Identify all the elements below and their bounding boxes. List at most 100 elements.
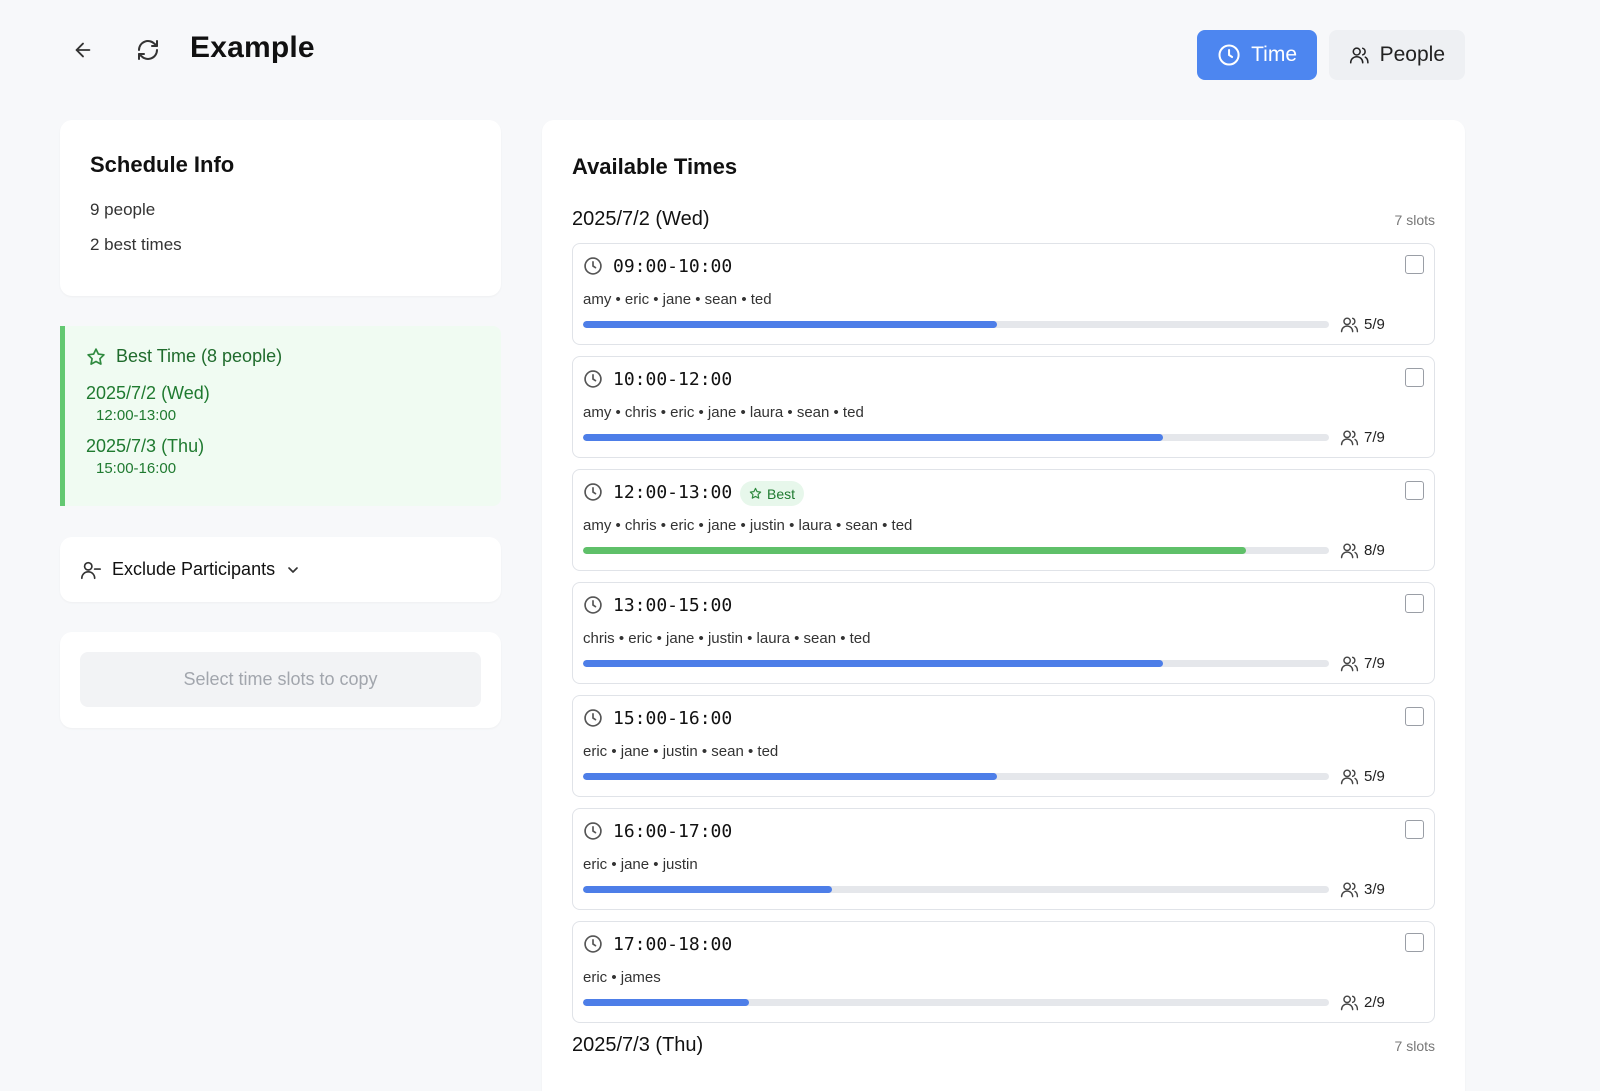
best-times-count: 2 best times [90, 235, 182, 254]
copy-card: Select time slots to copy [60, 632, 501, 728]
best-badge-label: Best [767, 485, 796, 502]
slot-checkbox[interactable] [1405, 707, 1424, 726]
best-time-header: Best Time (8 people) [86, 346, 501, 367]
view-time-label: Time [1251, 43, 1297, 66]
view-time-button[interactable]: Time [1197, 30, 1317, 80]
slot-count-ratio: 5/9 [1364, 768, 1385, 785]
time-slot[interactable]: 17:00-18:00 eric • james 2/9 [572, 921, 1435, 1023]
time-slot[interactable]: 15:00-16:00 eric • jane • justin • sean •… [572, 695, 1435, 797]
slot-checkbox[interactable] [1405, 481, 1424, 500]
view-people-button[interactable]: People [1329, 30, 1465, 80]
clock-icon [583, 821, 603, 841]
available-times-title: Available Times [572, 154, 738, 179]
time-slot[interactable]: 09:00-10:00 amy • eric • jane • sean • te… [572, 243, 1435, 345]
slot-count-ratio: 5/9 [1364, 316, 1385, 333]
users-icon [1340, 541, 1359, 560]
slot-count: 7 slots [1394, 212, 1435, 228]
users-icon [1340, 654, 1359, 673]
copy-slots-button[interactable]: Select time slots to copy [80, 652, 481, 707]
slot-count-ratio: 2/9 [1364, 994, 1385, 1011]
best-time-entry: 2025/7/3 (Thu) 15:00-16:00 [86, 436, 501, 477]
availability-bar [583, 886, 1329, 893]
users-icon [1340, 315, 1359, 334]
exclude-participants-label: Exclude Participants [112, 559, 276, 579]
availability-bar [583, 434, 1329, 441]
slot-checkbox[interactable] [1405, 255, 1424, 274]
availability-bar-fill [583, 886, 832, 893]
refresh-icon [138, 40, 158, 60]
availability-bar [583, 660, 1329, 667]
availability-bar [583, 547, 1329, 554]
slot-count-ratio: 8/9 [1364, 542, 1385, 559]
page-title: Example [190, 31, 315, 64]
day-header: 2025/7/3 (Thu) 7 slots [572, 1034, 1435, 1057]
slot-time: 12:00-13:00 [613, 482, 733, 503]
slot-checkbox[interactable] [1405, 594, 1424, 613]
availability-bar [583, 321, 1329, 328]
star-icon [87, 347, 105, 365]
best-time-date: 2025/7/3 (Thu) [86, 436, 205, 456]
slot-count-ratio: 3/9 [1364, 881, 1385, 898]
slot-checkbox[interactable] [1405, 368, 1424, 387]
slot-count-ratio: 7/9 [1364, 655, 1385, 672]
users-icon [1340, 428, 1359, 447]
slot-checkbox[interactable] [1405, 820, 1424, 839]
time-slot[interactable]: 10:00-12:00 amy • chris • eric • jane • l… [572, 356, 1435, 458]
slot-time: 09:00-10:00 [613, 256, 733, 277]
best-badge: Best [740, 481, 805, 506]
clock-icon [583, 482, 603, 502]
best-time-range: 15:00-16:00 [96, 460, 177, 477]
time-slot[interactable]: 16:00-17:00 eric • jane • justin 3/9 [572, 808, 1435, 910]
slot-count-ratio: 7/9 [1364, 429, 1385, 446]
users-icon [1349, 47, 1369, 64]
clock-icon [583, 934, 603, 954]
users-icon [1340, 880, 1359, 899]
day-label: 2025/7/2 (Wed) [572, 208, 710, 230]
star-icon [749, 487, 762, 500]
user-minus-icon [81, 561, 101, 579]
slot-participants: amy • eric • jane • sean • ted [583, 291, 772, 308]
best-time-card: Best Time (8 people) 2025/7/2 (Wed) 12:0… [60, 326, 501, 506]
slot-participants: eric • jane • justin • sean • ted [583, 743, 779, 760]
availability-bar-fill [583, 547, 1247, 554]
clock-icon [583, 369, 603, 389]
time-slot[interactable]: 12:00-13:00 Best amy • chris • eric • jane… [572, 469, 1435, 571]
availability-bar [583, 999, 1329, 1006]
best-time-entry: 2025/7/2 (Wed) 12:00-13:00 [86, 383, 501, 424]
slot-time: 13:00-15:00 [613, 595, 733, 616]
schedule-info-title: Schedule Info [90, 152, 235, 177]
best-time-title: Best Time (8 people) [116, 346, 283, 366]
view-people-label: People [1379, 43, 1445, 66]
arrow-left-icon [75, 42, 91, 58]
time-slot[interactable]: 13:00-15:00 chris • eric • jane • justin … [572, 582, 1435, 684]
slot-participants: eric • jane • justin [583, 856, 698, 873]
availability-bar [583, 773, 1329, 780]
slot-count: 7 slots [1394, 1038, 1435, 1054]
availability-bar-fill [583, 660, 1164, 667]
day-label: 2025/7/3 (Thu) [572, 1034, 704, 1056]
best-time-date: 2025/7/2 (Wed) [86, 383, 210, 403]
slot-participants: amy • chris • eric • jane • justin • lau… [583, 517, 913, 534]
slot-time: 10:00-12:00 [613, 369, 733, 390]
users-icon [1340, 993, 1359, 1012]
clock-icon [583, 595, 603, 615]
schedule-info-card: Schedule Info 9 people 2 best times [60, 120, 501, 296]
availability-bar-fill [583, 321, 998, 328]
slot-participants: eric • james [583, 969, 661, 986]
slot-checkbox[interactable] [1405, 933, 1424, 952]
clock-icon [583, 256, 603, 276]
best-time-range: 12:00-13:00 [96, 407, 177, 424]
people-count: 9 people [90, 200, 156, 219]
back-button[interactable] [61, 28, 105, 72]
exclude-participants-toggle[interactable]: Exclude Participants [60, 537, 501, 602]
day-header: 2025/7/2 (Wed) 7 slots [572, 208, 1435, 231]
chevron-down-icon [288, 566, 298, 573]
slot-list: 09:00-10:00 amy • eric • jane • sean • te… [572, 243, 1435, 1023]
slot-time: 16:00-17:00 [613, 821, 733, 842]
slot-participants: amy • chris • eric • jane • laura • sean… [583, 404, 864, 421]
availability-bar-fill [583, 999, 749, 1006]
slot-time: 17:00-18:00 [613, 934, 733, 955]
refresh-button[interactable] [126, 28, 170, 72]
slot-participants: chris • eric • jane • justin • laura • s… [583, 630, 871, 647]
clock-icon [1218, 44, 1240, 66]
